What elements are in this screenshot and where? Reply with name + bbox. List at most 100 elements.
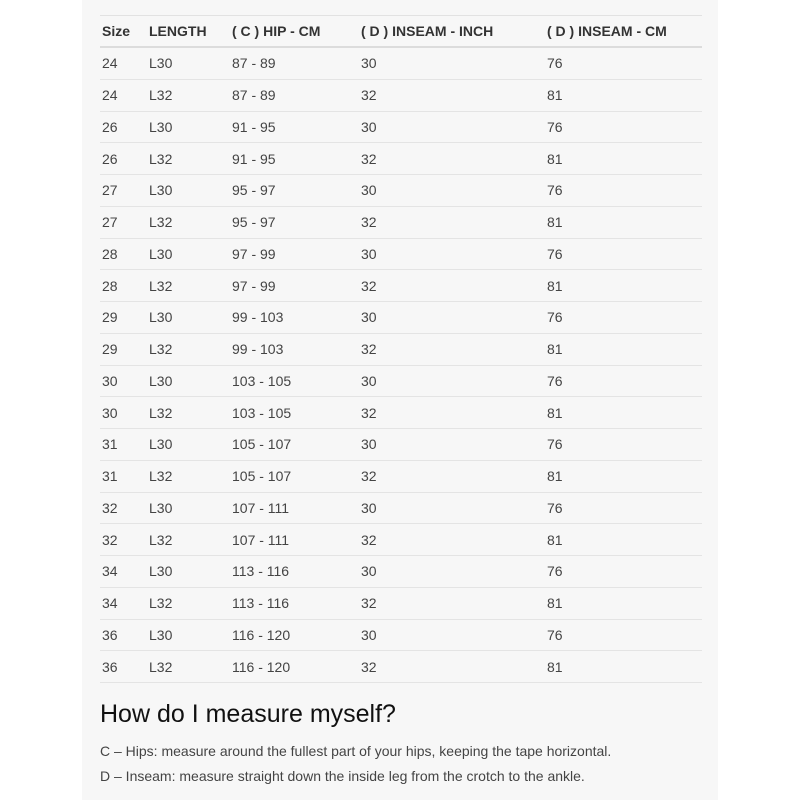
table-cell: 81: [545, 523, 702, 556]
table-cell: 116 - 120: [230, 619, 359, 652]
table-cell: 113 - 116: [230, 587, 359, 620]
table-row: 24 L32 87 - 89 32 81: [100, 79, 702, 112]
table-cell: 36: [100, 619, 147, 652]
table-row: 34 L32 113 - 116 32 81: [100, 587, 702, 620]
table-cell: 76: [545, 555, 702, 588]
table-cell: 113 - 116: [230, 555, 359, 588]
table-cell: 32: [359, 650, 545, 683]
table-cell: 36: [100, 650, 147, 683]
table-cell: L30: [147, 555, 230, 588]
table-cell: L32: [147, 523, 230, 556]
table-cell: 27: [100, 206, 147, 239]
table-cell: 30: [359, 492, 545, 525]
table-cell: 30: [359, 619, 545, 652]
table-row: 31 L32 105 - 107 32 81: [100, 460, 702, 493]
table-cell: 81: [545, 206, 702, 239]
table-cell: L30: [147, 111, 230, 144]
table-cell: 81: [545, 142, 702, 175]
table-cell: L32: [147, 650, 230, 683]
table-row: 24 L30 87 - 89 30 76: [100, 47, 702, 80]
table-cell: 34: [100, 555, 147, 588]
table-cell: L32: [147, 460, 230, 493]
table-cell: 105 - 107: [230, 428, 359, 461]
table-row: 28 L32 97 - 99 32 81: [100, 269, 702, 302]
table-row: 32 L30 107 - 111 30 76: [100, 492, 702, 525]
table-cell: 32: [359, 523, 545, 556]
table-cell: 30: [359, 365, 545, 398]
column-header: ( C ) HIP - CM: [230, 15, 359, 48]
table-cell: 26: [100, 111, 147, 144]
table-cell: 76: [545, 174, 702, 207]
table-cell: L30: [147, 301, 230, 334]
table-cell: 32: [359, 269, 545, 302]
table-cell: 95 - 97: [230, 206, 359, 239]
table-row: 28 L30 97 - 99 30 76: [100, 238, 702, 271]
table-row: 30 L32 103 - 105 32 81: [100, 396, 702, 429]
table-cell: 32: [359, 587, 545, 620]
table-cell: 76: [545, 301, 702, 334]
table-cell: 76: [545, 492, 702, 525]
table-row: 26 L30 91 - 95 30 76: [100, 111, 702, 144]
table-cell: 99 - 103: [230, 301, 359, 334]
table-cell: 76: [545, 428, 702, 461]
table-row: 30 L30 103 - 105 30 76: [100, 365, 702, 398]
table-cell: 116 - 120: [230, 650, 359, 683]
table-cell: L32: [147, 396, 230, 429]
table-row: 27 L32 95 - 97 32 81: [100, 206, 702, 239]
table-cell: 32: [359, 396, 545, 429]
table-cell: 81: [545, 79, 702, 112]
table-cell: 91 - 95: [230, 142, 359, 175]
table-cell: 103 - 105: [230, 365, 359, 398]
table-cell: 32: [359, 206, 545, 239]
column-header: ( D ) INSEAM - INCH: [359, 15, 545, 48]
table-header-row: Size LENGTH( C ) HIP - CM( D ) INSEAM - I…: [100, 15, 702, 48]
size-table: Size LENGTH( C ) HIP - CM( D ) INSEAM - I…: [100, 15, 702, 683]
table-cell: 103 - 105: [230, 396, 359, 429]
table-cell: 24: [100, 47, 147, 80]
table-cell: 76: [545, 238, 702, 271]
table-cell: 30: [359, 428, 545, 461]
table-cell: 31: [100, 460, 147, 493]
column-header: LENGTH: [147, 15, 230, 48]
table-row: 34 L30 113 - 116 30 76: [100, 555, 702, 588]
measure-heading: How do I measure myself?: [100, 700, 396, 728]
table-cell: L32: [147, 333, 230, 366]
table-cell: 30: [359, 555, 545, 588]
table-cell: 28: [100, 269, 147, 302]
table-cell: 81: [545, 333, 702, 366]
table-cell: 87 - 89: [230, 47, 359, 80]
table-cell: L30: [147, 365, 230, 398]
table-cell: 87 - 89: [230, 79, 359, 112]
table-cell: 32: [100, 523, 147, 556]
table-cell: 29: [100, 301, 147, 334]
table-cell: 97 - 99: [230, 269, 359, 302]
table-row: 36 L30 116 - 120 30 76: [100, 619, 702, 652]
table-cell: 32: [100, 492, 147, 525]
table-cell: 30: [359, 111, 545, 144]
table-cell: L32: [147, 142, 230, 175]
table-cell: 95 - 97: [230, 174, 359, 207]
size-chart-panel: Size LENGTH( C ) HIP - CM( D ) INSEAM - I…: [82, 0, 718, 800]
inseam-instruction: D – Inseam: measure straight down the in…: [100, 768, 585, 784]
table-cell: L32: [147, 206, 230, 239]
table-cell: 30: [359, 174, 545, 207]
table-cell: 91 - 95: [230, 111, 359, 144]
table-row: 27 L30 95 - 97 30 76: [100, 174, 702, 207]
table-cell: L32: [147, 587, 230, 620]
table-cell: 32: [359, 79, 545, 112]
table-cell: 26: [100, 142, 147, 175]
table-cell: 30: [359, 238, 545, 271]
table-cell: 32: [359, 142, 545, 175]
hips-instruction: C – Hips: measure around the fullest par…: [100, 743, 612, 759]
table-cell: 76: [545, 47, 702, 80]
table-row: 26 L32 91 - 95 32 81: [100, 142, 702, 175]
table-row: 32 L32 107 - 111 32 81: [100, 523, 702, 556]
table-cell: 81: [545, 650, 702, 683]
table-cell: 24: [100, 79, 147, 112]
table-cell: 30: [359, 301, 545, 334]
column-header: ( D ) INSEAM - CM: [545, 15, 702, 48]
table-cell: L30: [147, 47, 230, 80]
table-cell: L30: [147, 492, 230, 525]
table-cell: 34: [100, 587, 147, 620]
table-cell: L32: [147, 79, 230, 112]
